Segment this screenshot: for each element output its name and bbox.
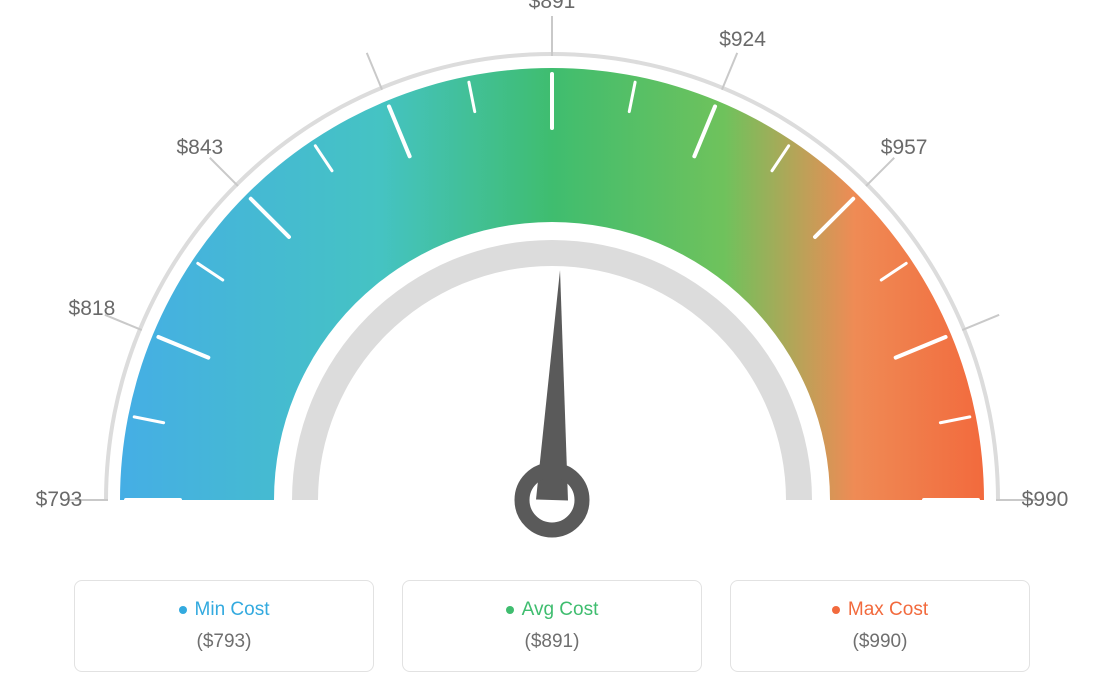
legend-card-avg: Avg Cost ($891) (402, 580, 702, 672)
legend-value-min: ($793) (197, 631, 252, 653)
gauge-tick-label: $957 (881, 136, 928, 160)
dot-avg (506, 606, 514, 614)
gauge-chart: $793 $818 $843 $891 $924 $957 $990 (0, 0, 1104, 560)
gauge-tick-label: $818 (69, 297, 116, 321)
legend-label-max: Max Cost (848, 599, 928, 621)
dot-max (832, 606, 840, 614)
gauge-tick-label: $793 (36, 488, 83, 512)
legend-card-min: Min Cost ($793) (74, 580, 374, 672)
gauge-tick-label: $891 (529, 0, 576, 14)
gauge-tick-label: $924 (719, 28, 766, 52)
legend-label-min: Min Cost (195, 599, 270, 621)
dot-min (179, 606, 187, 614)
gauge-svg (0, 0, 1104, 560)
legend-value-max: ($990) (853, 631, 908, 653)
legend-row: Min Cost ($793) Avg Cost ($891) Max Cost… (0, 580, 1104, 672)
legend-value-avg: ($891) (525, 631, 580, 653)
gauge-tick-label: $990 (1022, 488, 1069, 512)
legend-card-max: Max Cost ($990) (730, 580, 1030, 672)
legend-label-avg: Avg Cost (522, 599, 599, 621)
gauge-tick-label: $843 (177, 136, 224, 160)
